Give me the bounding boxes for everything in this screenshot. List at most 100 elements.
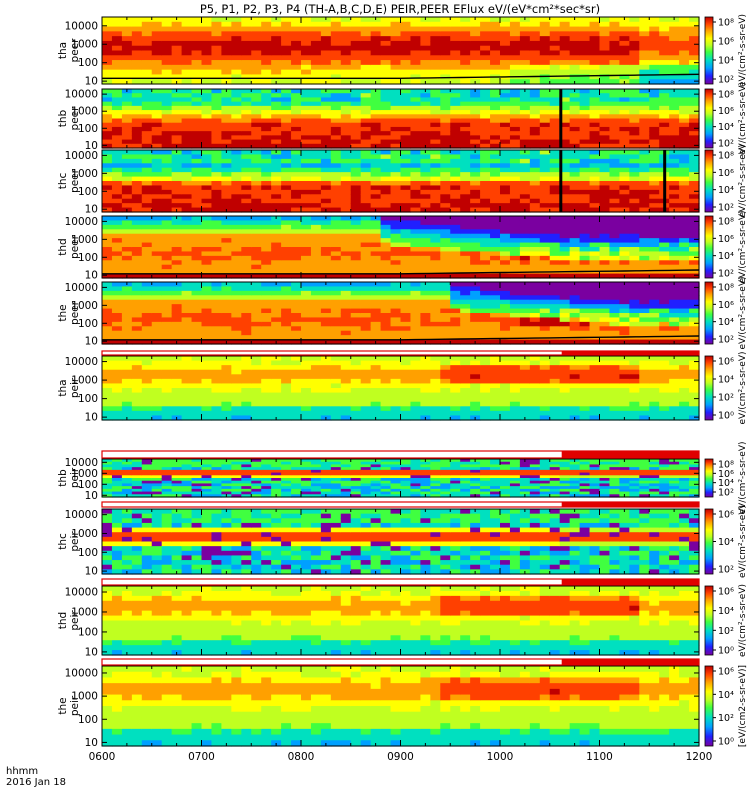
heatmap-cell [589,110,601,115]
heatmap-cell [440,101,451,107]
heatmap-cell [111,74,123,80]
heatmap-cell [251,135,262,141]
heatmap-cell [599,110,611,115]
heatmap-cell [291,360,302,366]
heatmap-cell [430,64,441,71]
heatmap-cell [251,143,262,149]
heatmap-cell [609,126,620,132]
heatmap-cell [211,369,222,375]
heatmap-cell [261,233,272,239]
heatmap-cell [490,313,501,319]
heatmap-cell [609,139,620,145]
heatmap-cell [549,251,561,257]
heatmap-cell [251,150,262,156]
heatmap-cell [141,360,153,366]
heatmap-cell [271,321,282,327]
heatmap-cell [430,203,441,209]
heatmap-cell [350,150,362,156]
heatmap-cell [400,255,412,261]
heatmap-cell [430,304,441,310]
heatmap-cell [430,198,441,204]
heatmap-cell [161,45,173,52]
heatmap-cell [509,122,521,128]
heatmap-cell [480,203,491,209]
heatmap-cell [151,154,163,160]
heatmap-cell [330,105,342,111]
heatmap-cell [619,247,630,253]
heatmap-cell [390,60,402,66]
heatmap-cell [221,260,232,266]
heatmap-cell [191,158,203,164]
heatmap-cell [659,326,670,332]
heatmap-cell [261,313,272,319]
heatmap-cell [201,97,213,103]
heatmap-cell [340,383,352,389]
heatmap-cell [659,131,670,136]
heatmap-cell [390,194,402,200]
heatmap-cell [539,220,551,226]
heatmap-cell [410,158,421,164]
heatmap-cell [251,406,262,412]
heatmap-cell [241,189,252,195]
heatmap-cell [141,93,153,99]
heatmap-cell [221,118,232,124]
heatmap-cell [480,114,491,120]
heatmap-cell [211,143,222,149]
heatmap-cell [310,114,322,120]
heatmap-cell [519,31,531,37]
heatmap-cell [320,64,332,71]
heatmap-cell [470,326,481,332]
heatmap-cell [350,286,362,292]
heatmap-cell [301,397,312,403]
heatmap-cell [559,143,571,149]
heatmap-cell [181,238,193,244]
colorbar-tick-label: 10⁶ [718,168,734,179]
heatmap-cell [639,45,650,52]
heatmap-cell [539,17,551,23]
heatmap-cell [161,189,173,195]
heatmap-cell [271,50,282,56]
heatmap-cell [490,110,501,115]
heatmap-cell [549,321,561,327]
heatmap-cell [480,172,491,178]
heatmap-cell [440,282,451,288]
y-tick-label: 1000 [71,39,98,51]
heatmap-cell [111,26,123,32]
heatmap-cell [350,242,362,248]
heatmap-cell [191,224,203,230]
heatmap-cell [599,251,611,257]
heatmap-cell [370,264,382,270]
heatmap-cell [420,255,431,261]
heatmap-cell [171,176,183,182]
heatmap-cell [659,321,670,327]
heatmap-cell [141,131,153,136]
heatmap-cell [231,360,242,366]
heatmap-cell [470,317,481,323]
heatmap-cell [131,383,143,389]
heatmap-cell [171,154,183,160]
heatmap-cell [320,45,332,52]
heatmap-cell [251,264,262,270]
heatmap-cell [171,401,183,407]
heatmap-cell [440,255,451,261]
heatmap-cell [221,233,232,239]
heatmap-cell [201,406,213,412]
heatmap-cell [251,89,262,94]
heatmap-cell [301,50,312,56]
heatmap-cell [310,360,322,366]
heatmap-cell [539,45,551,52]
heatmap-cell [559,255,571,261]
heatmap-cell [320,388,332,394]
heatmap-cell [460,224,471,230]
heatmap-cell [301,167,312,173]
heatmap-cell [669,45,680,52]
heatmap-cell [390,330,402,336]
heatmap-cell [509,45,521,52]
heatmap-cell [420,198,431,204]
heatmap-cell [211,286,222,292]
heatmap-cell [251,260,262,266]
heatmap-cell [181,415,193,421]
heatmap-cell [410,269,421,275]
heatmap-cell [291,21,302,28]
heatmap-cell [261,286,272,292]
